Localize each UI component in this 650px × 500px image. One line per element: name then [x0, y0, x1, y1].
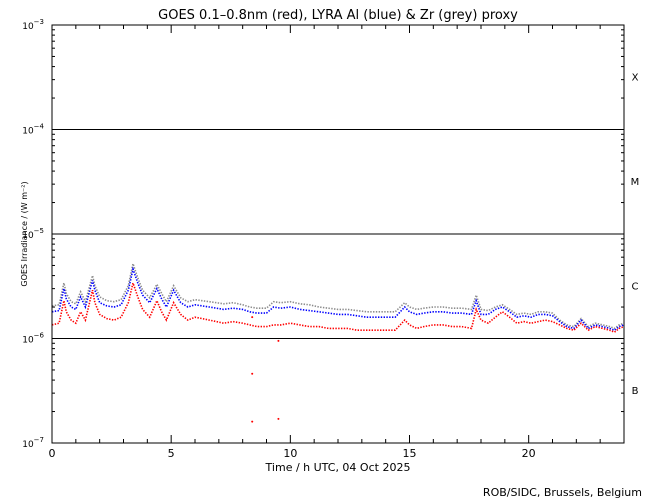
series-line: [51, 280, 625, 334]
y-tick-exponent: −3: [34, 18, 44, 26]
y-tick-exponent: −7: [34, 436, 44, 444]
x-tick-label: 15: [403, 447, 417, 460]
y-tick-exponent: −4: [34, 123, 45, 131]
x-axis-ticks: 0 5 10 15 20: [49, 25, 625, 460]
x-axis-label: Time / h UTC, 04 Oct 2025: [265, 461, 411, 474]
y-tick-label: 10−7: [22, 436, 44, 450]
outlier-point: [251, 420, 254, 423]
series-line: [51, 266, 625, 332]
y-tick-label: 10−3: [22, 18, 44, 32]
y-tick-label: 10−4: [22, 123, 44, 137]
x-tick-label: 20: [522, 447, 536, 460]
flare-class-label: M: [631, 177, 640, 188]
flare-class-labels: B C M X: [631, 73, 640, 397]
flare-class-label: B: [632, 386, 639, 397]
y-axis-label: GOES Irradiance / (W m⁻²): [20, 181, 29, 286]
outlier-point: [277, 417, 280, 420]
chart-title: GOES 0.1–0.8nm (red), LYRA Al (blue) & Z…: [158, 8, 518, 23]
series-layer: [51, 260, 625, 334]
y-axis-ticks: 10−710−610−510−410−3: [22, 18, 624, 450]
outlier-points: [251, 316, 280, 423]
outlier-point: [251, 316, 254, 319]
y-tick-base: 10: [22, 231, 34, 241]
y-tick-base: 10: [22, 22, 34, 32]
decade-gridlines: [52, 129, 624, 339]
flare-class-label: C: [632, 282, 639, 293]
credit-label: ROB/SIDC, Brussels, Belgium: [483, 486, 642, 499]
y-tick-base: 10: [22, 336, 34, 346]
y-tick-label: 10−5: [22, 227, 44, 241]
y-tick-base: 10: [22, 127, 34, 137]
y-tick-exponent: −6: [34, 332, 45, 340]
y-tick-exponent: −5: [34, 227, 44, 235]
y-tick-base: 10: [22, 440, 34, 450]
x-tick-label: 5: [168, 447, 175, 460]
x-tick-label: 10: [283, 447, 297, 460]
x-tick-label: 0: [49, 447, 56, 460]
outlier-point: [251, 372, 254, 375]
outlier-point: [277, 339, 280, 342]
series-line: [51, 260, 625, 330]
y-tick-label: 10−6: [22, 332, 44, 346]
flare-class-label: X: [632, 73, 639, 84]
